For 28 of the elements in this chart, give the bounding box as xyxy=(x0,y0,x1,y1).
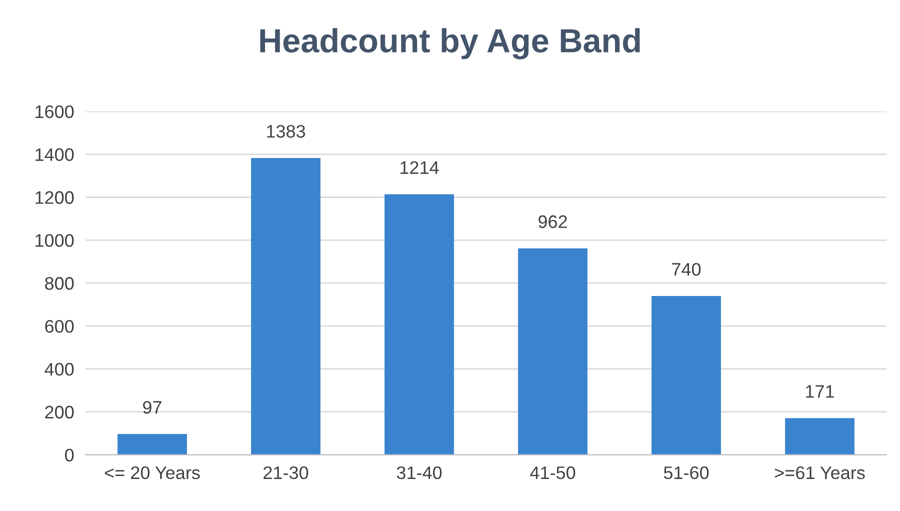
y-tick-label: 800 xyxy=(45,277,74,290)
bar xyxy=(652,296,721,455)
x-tick-label: 41-50 xyxy=(530,466,576,480)
data-label: 97 xyxy=(143,400,162,414)
bar xyxy=(384,194,454,455)
x-tick-label: 31-40 xyxy=(396,466,442,480)
data-label: 740 xyxy=(672,262,701,276)
y-tick-label: 400 xyxy=(44,362,74,376)
bar xyxy=(518,248,588,455)
data-label: 171 xyxy=(806,385,834,398)
y-tick-label: 0 xyxy=(65,448,74,462)
x-tick-label: <= 20 Years xyxy=(104,466,200,480)
x-tick-label: 51-60 xyxy=(664,466,709,480)
y-tick-label: 1200 xyxy=(36,191,74,204)
bar xyxy=(785,418,854,455)
bar xyxy=(251,158,320,455)
x-tick-label: 21-30 xyxy=(264,466,308,480)
y-tick-label: 1000 xyxy=(36,234,74,247)
data-label: 962 xyxy=(538,215,567,228)
chart-title: Headcount by Age Band xyxy=(260,28,640,60)
bar xyxy=(118,434,187,455)
y-tick-label: 1600 xyxy=(36,105,74,118)
data-label: 1214 xyxy=(400,161,439,174)
y-tick-label: 600 xyxy=(45,320,74,333)
data-label: 1383 xyxy=(267,124,306,138)
y-tick-label: 200 xyxy=(45,406,74,419)
y-tick-label: 1400 xyxy=(36,148,74,162)
x-tick-label: >=61 Years xyxy=(774,466,865,480)
